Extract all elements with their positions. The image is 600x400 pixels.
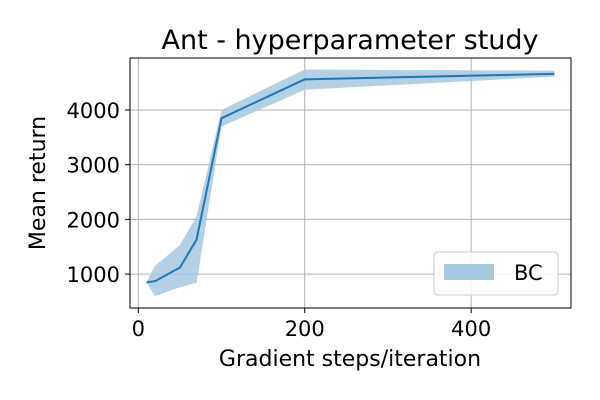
y-axis-label: Mean return xyxy=(26,116,51,250)
legend-label-bc: BC xyxy=(514,261,543,285)
y-tick-label-1000: 1000 xyxy=(67,263,120,287)
chart-title: Ant - hyperparameter study xyxy=(161,25,538,56)
ticks: 0 200 400 1000 2000 3000 4000 xyxy=(67,99,492,341)
confidence-band-bc xyxy=(146,69,555,296)
y-tick-label-2000: 2000 xyxy=(67,208,120,232)
y-tick-label-4000: 4000 xyxy=(67,99,120,123)
confidence-band-layer xyxy=(146,69,555,296)
x-tick-label-400: 400 xyxy=(451,317,491,341)
series-line-bc xyxy=(146,72,555,284)
series-line-layer xyxy=(146,72,555,284)
plot-frame xyxy=(129,57,572,309)
legend-box xyxy=(433,251,559,296)
x-tick-label-200: 200 xyxy=(285,317,325,341)
y-tick-label-3000: 3000 xyxy=(67,154,120,178)
x-axis-label: Gradient steps/iteration xyxy=(219,347,481,372)
x-tick-label-0: 0 xyxy=(132,317,145,341)
legend-swatch-bc xyxy=(444,264,494,280)
legend: BC xyxy=(433,251,559,296)
